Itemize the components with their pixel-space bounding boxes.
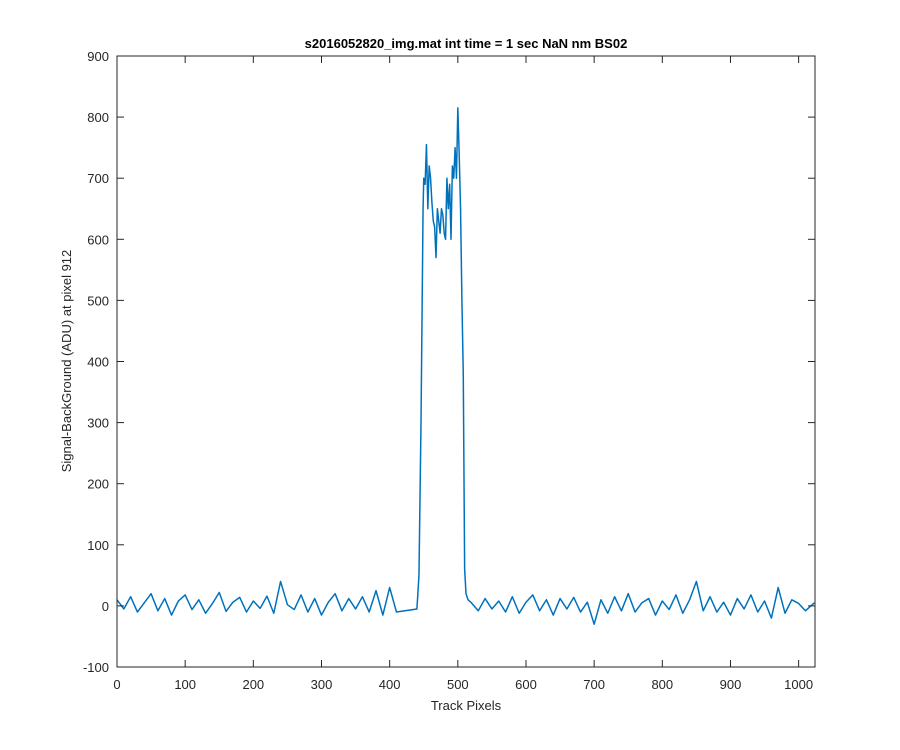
chart-title: s2016052820_img.mat int time = 1 sec NaN… [305,36,628,51]
x-tick-label: 800 [651,677,673,692]
y-tick-label: 0 [102,599,109,614]
plot-area-frame [116,55,816,668]
x-tick-label: 300 [311,677,333,692]
x-tick-label: 900 [720,677,742,692]
x-tick-label: 500 [447,677,469,692]
x-tick-label: 0 [113,677,120,692]
y-tick-label: -100 [83,660,109,675]
x-tick-label: 200 [242,677,264,692]
x-tick-label: 1000 [784,677,813,692]
x-tick-label: 100 [174,677,196,692]
y-tick-label: 700 [87,171,109,186]
x-tick-label: 700 [583,677,605,692]
y-tick-label: 200 [87,477,109,492]
y-tick-label: 400 [87,355,109,370]
series-line-0 [116,107,815,625]
y-tick-label: 600 [87,232,109,247]
y-tick-label: 100 [87,538,109,553]
y-tick-label: 900 [87,49,109,64]
y-tick-label: 800 [87,110,109,125]
y-axis-label: Signal-BackGround (ADU) at pixel 912 [59,250,74,473]
y-tick-label: 500 [87,293,109,308]
plot-area-background [117,56,815,667]
x-axis-label: Track Pixels [431,698,502,713]
axis-ticks: 0 100 200 300 400 500 600 700 800 900 1000 -100 0 100… [83,49,815,692]
x-tick-label: 400 [379,677,401,692]
x-tick-label: 600 [515,677,537,692]
y-tick-label: 300 [87,416,109,431]
data-line-layer [116,107,815,625]
